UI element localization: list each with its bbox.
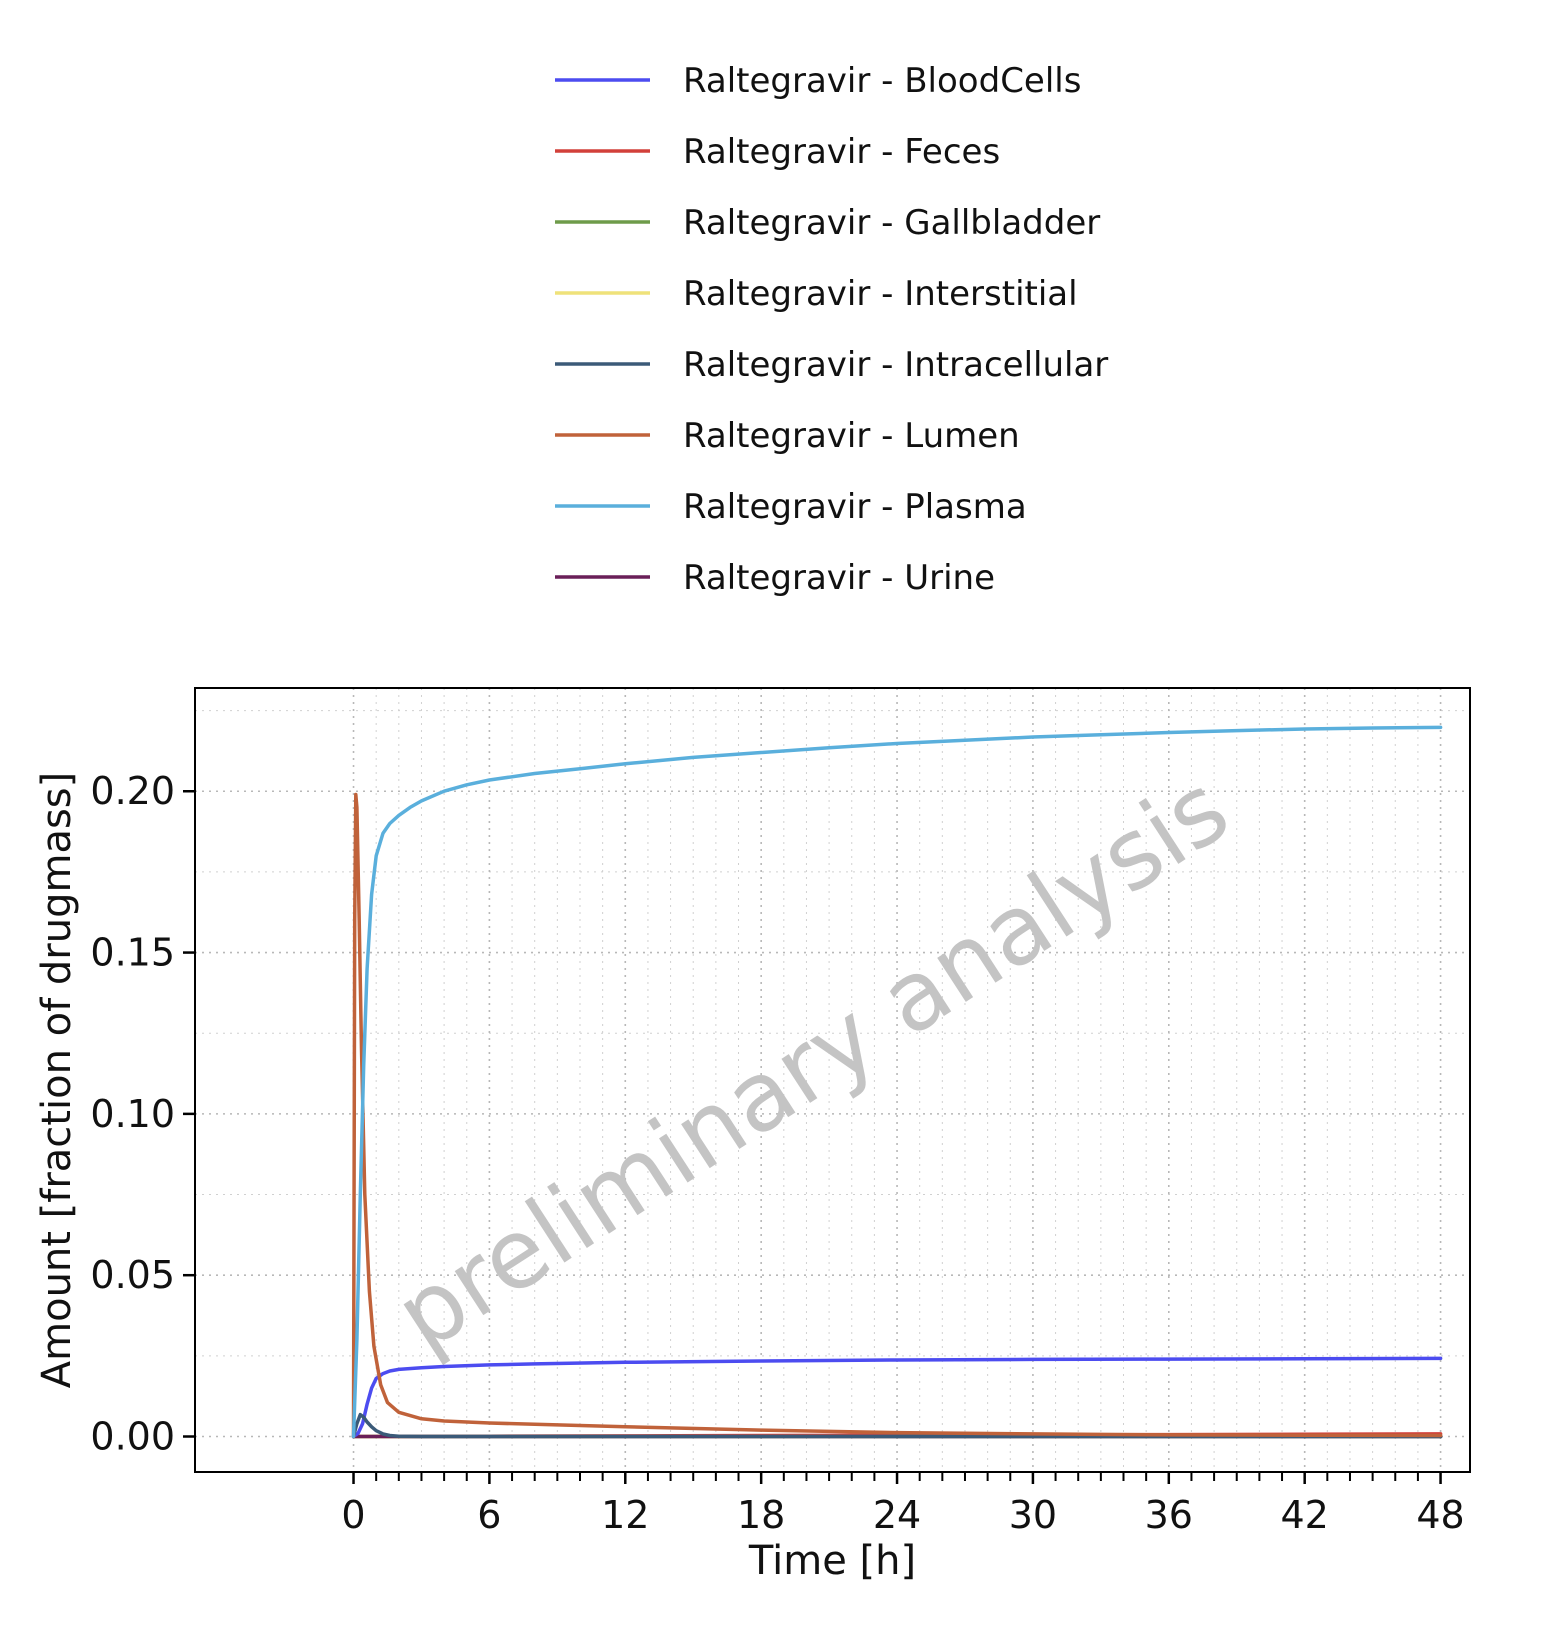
y-tick-label: 0.00 (90, 1415, 175, 1459)
x-tick-label: 6 (477, 1493, 501, 1537)
series-lines (351, 725, 1443, 1439)
series-line-intracellular (351, 1412, 1443, 1439)
series-line-lumen (351, 792, 1443, 1439)
x-tick-label: 30 (1009, 1493, 1057, 1537)
x-axis-title: Time [h] (748, 1538, 916, 1584)
y-axis-title: Amount [fraction of drugmass] (34, 772, 80, 1388)
y-tick-label: 0.20 (90, 769, 175, 813)
series-line-plasma (351, 725, 1443, 1439)
series-line-bloodcells (351, 1356, 1443, 1439)
legend-label-plasma: Raltegravir - Plasma (683, 487, 1027, 527)
x-tick-label: 18 (737, 1493, 785, 1537)
legend-label-gallbladder: Raltegravir - Gallbladder (683, 203, 1100, 243)
x-tick-label: 12 (601, 1493, 649, 1537)
legend: Raltegravir - BloodCells Raltegravir - Fe… (555, 61, 1108, 598)
legend-label-feces: Raltegravir - Feces (683, 132, 1000, 172)
axes: 0 6 12 18 24 30 36 42 48 0.00 0.05 0.10 0.15 0.20 (90, 769, 1464, 1537)
x-tick-label: 0 (341, 1493, 365, 1537)
legend-label-lumen: Raltegravir - Lumen (683, 416, 1020, 456)
plot-frame (194, 687, 1471, 1473)
y-tick-label: 0.10 (90, 1092, 175, 1136)
x-tick-label: 24 (873, 1493, 921, 1537)
legend-label-urine: Raltegravir - Urine (683, 558, 995, 598)
legend-label-interstitial: Raltegravir - Interstitial (683, 274, 1078, 314)
x-tick-label: 42 (1281, 1493, 1329, 1537)
x-tick-label: 36 (1145, 1493, 1193, 1537)
plot-area (195, 688, 1470, 1472)
legend-label-intracellular: Raltegravir - Intracellular (683, 345, 1108, 385)
legend-label-bloodcells: Raltegravir - BloodCells (683, 61, 1081, 101)
y-tick-label: 0.05 (90, 1253, 175, 1297)
y-tick-label: 0.15 (90, 931, 175, 975)
x-tick-label: 48 (1416, 1493, 1464, 1537)
